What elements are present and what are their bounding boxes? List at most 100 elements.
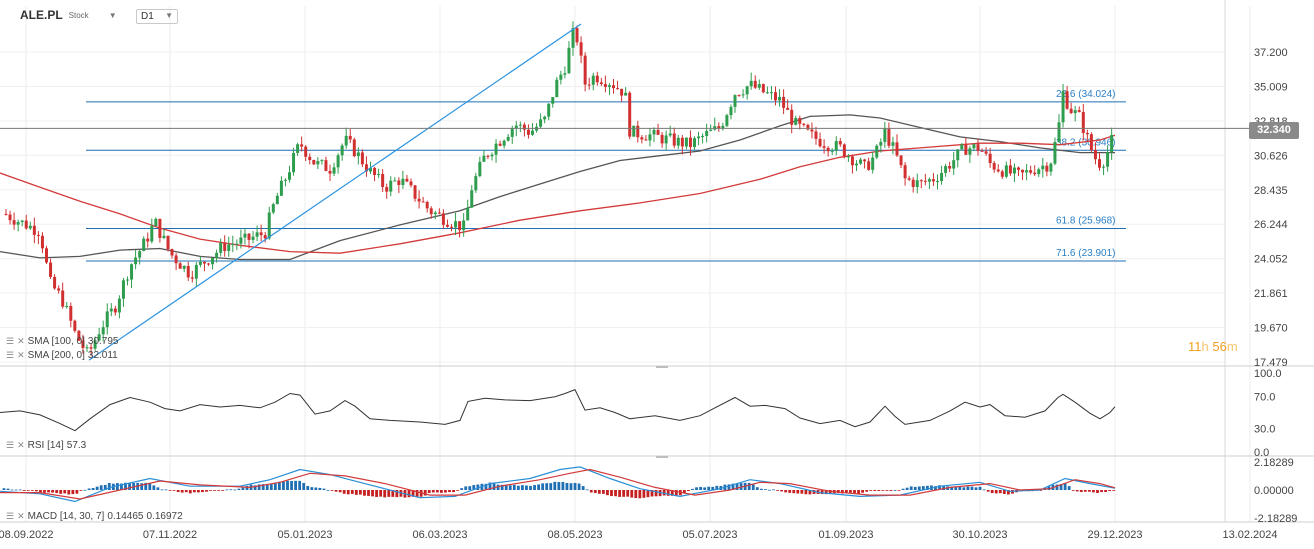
- date-tick-label: 05.01.2023: [277, 529, 332, 541]
- candles: [4, 21, 1114, 356]
- macd-histogram-bar: [59, 490, 63, 494]
- candle-body: [413, 185, 417, 199]
- candle-body: [1004, 165, 1008, 177]
- timeframe-select[interactable]: D1 ▼: [136, 9, 178, 24]
- candle-body: [364, 164, 368, 172]
- candle-body: [761, 84, 765, 93]
- candle-body: [616, 88, 620, 90]
- fib-level-label: 38.2 (30.946): [1056, 137, 1116, 148]
- candle-body: [454, 221, 458, 228]
- price-tick-label: 26.244: [1254, 219, 1288, 231]
- candle-body: [737, 95, 741, 97]
- macd-histogram-bar: [849, 490, 852, 493]
- price-tick-label: 37.200: [1254, 47, 1288, 59]
- candle-body: [1033, 172, 1037, 175]
- settings-icon[interactable]: ☰: [6, 440, 15, 450]
- candle-body: [1089, 134, 1093, 150]
- macd-histogram-bar: [784, 490, 788, 493]
- macd-histogram-bar: [521, 485, 524, 490]
- macd-histogram-bar: [638, 490, 642, 499]
- macd-histogram-bar: [1104, 490, 1107, 493]
- candle-body: [531, 130, 534, 135]
- macd-histogram-bar: [221, 490, 225, 491]
- candle-body: [648, 134, 652, 141]
- rsi-tick-label: 100.0: [1254, 368, 1282, 380]
- macd-histogram-bar: [338, 490, 342, 493]
- date-tick-label: 07.11.2022: [143, 529, 197, 541]
- macd-histogram-bar: [14, 489, 18, 491]
- macd-histogram-bar: [79, 490, 83, 491]
- candle-body: [397, 180, 401, 186]
- macd-histogram-bar: [998, 490, 1002, 494]
- macd-histogram-bar: [881, 490, 885, 491]
- panel-resize-handle: [656, 456, 668, 458]
- symbol-label[interactable]: ALE.PL: [20, 8, 63, 22]
- macd-histogram-bar: [691, 488, 694, 490]
- close-icon[interactable]: ✕: [17, 336, 25, 346]
- candle-body: [202, 261, 206, 264]
- candle-body: [834, 141, 838, 151]
- candle-body: [632, 125, 636, 137]
- macd-histogram-bar: [395, 490, 399, 498]
- macd-histogram-bar: [780, 490, 783, 492]
- candle-body: [458, 221, 462, 231]
- candle-body: [255, 232, 259, 237]
- macd-histogram-bar: [597, 490, 601, 494]
- candle-body: [911, 179, 915, 187]
- candle-body: [960, 144, 964, 150]
- fib-level-label: 71.6 (23.901): [1056, 248, 1116, 259]
- candle-body: [186, 265, 190, 278]
- settings-icon[interactable]: ☰: [6, 336, 15, 346]
- settings-icon[interactable]: ☰: [6, 511, 15, 521]
- macd-histogram-bar: [699, 486, 702, 490]
- candle-body: [705, 130, 709, 136]
- macd-histogram-bar: [978, 486, 982, 490]
- candle-body: [381, 173, 385, 188]
- macd-histogram-bar: [253, 485, 257, 490]
- macd-histogram-bar: [581, 486, 585, 490]
- macd-histogram-bar: [630, 490, 634, 498]
- candle-body: [656, 129, 660, 135]
- sma200-label: SMA [200, 0]: [27, 350, 85, 361]
- candle-body: [146, 238, 150, 242]
- candle-body: [312, 159, 316, 165]
- candle-body: [486, 155, 490, 157]
- macd-histogram-bar: [35, 490, 38, 492]
- timer-hours-unit: h: [1201, 339, 1209, 354]
- macd-histogram-bar: [921, 486, 925, 490]
- candle-body: [794, 118, 798, 125]
- date-tick-label: 01.09.2023: [818, 529, 873, 541]
- macd-histogram-bar: [905, 487, 909, 490]
- macd-histogram-bar: [10, 489, 14, 491]
- candle-body: [494, 143, 498, 155]
- macd-histogram-bar: [755, 487, 759, 490]
- close-icon[interactable]: ✕: [17, 440, 25, 450]
- candle-body: [1106, 152, 1110, 167]
- candle-body: [729, 106, 733, 116]
- candle-body: [518, 124, 522, 126]
- fib-level-label: 61.8 (25.968): [1056, 216, 1116, 227]
- rsi-tick-label: 70.0: [1254, 392, 1275, 404]
- sma200-line: [0, 134, 1116, 254]
- symbol-dropdown-icon[interactable]: ▼: [108, 10, 117, 20]
- candle-body: [4, 213, 8, 215]
- macd-histogram-bar: [225, 489, 229, 491]
- candle-body: [53, 276, 57, 289]
- macd-histogram-bar: [322, 488, 326, 490]
- macd-histogram-bar: [1112, 490, 1116, 491]
- settings-icon[interactable]: ☰: [6, 350, 15, 360]
- macd-histogram-bar: [192, 490, 196, 493]
- rsi-label: RSI [14]: [27, 440, 64, 451]
- candle-body: [944, 166, 948, 173]
- candle-body: [470, 190, 474, 208]
- candle-body: [964, 144, 968, 155]
- macd-histogram-bar: [107, 483, 111, 490]
- close-icon[interactable]: ✕: [17, 350, 25, 360]
- macd-histogram-bar: [205, 490, 208, 492]
- close-icon[interactable]: ✕: [17, 511, 25, 521]
- candle-body: [875, 145, 879, 158]
- macd-histogram-bar: [91, 487, 95, 490]
- price-tick-label: 21.861: [1254, 288, 1288, 300]
- macd-histogram-bar: [565, 482, 569, 490]
